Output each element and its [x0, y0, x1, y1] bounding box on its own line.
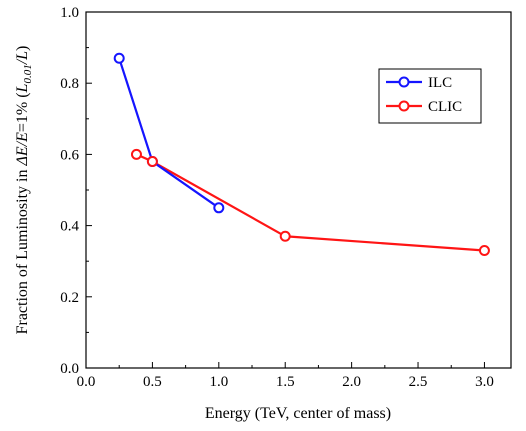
y-axis-label-over-l: /L: [14, 51, 31, 65]
x-tick-label: 0.5: [143, 374, 162, 390]
clic-data-point: [130, 148, 142, 160]
ilc-data-point: [113, 52, 125, 64]
legend-ilc-marker: [398, 76, 410, 88]
legend-box: [378, 68, 482, 124]
x-tick-label: 1.5: [276, 374, 295, 390]
clic-series-line: [136, 153, 485, 252]
y-axis-label-l: L: [14, 83, 31, 93]
legend-clic-marker: [398, 100, 410, 112]
clic-data-point: [279, 230, 291, 242]
y-axis-label-suffix: ): [14, 46, 31, 51]
plot-frame: [85, 11, 512, 369]
axis-ticks: 0.0 0.5 1.0 1.5 2.0 2.5 3.0 0.0 0.2 0.4 0.6 0.8 1.0: [60, 5, 494, 390]
x-tick-label: 0.0: [77, 374, 96, 390]
clic-data-point: [478, 245, 490, 257]
y-tick-label: 0.8: [60, 76, 79, 92]
y-axis-label-subscript: 0.01: [22, 64, 34, 83]
x-tick-label: 3.0: [475, 374, 494, 390]
y-axis-label-mid: =1% (: [14, 92, 31, 132]
ilc-series-line: [118, 57, 220, 209]
series-layer: [113, 52, 490, 257]
y-tick-label: 0.0: [60, 361, 79, 377]
x-tick-label: 1.0: [209, 374, 228, 390]
legend-clic-label: CLIC: [428, 99, 462, 115]
x-axis-label: Energy (TeV, center of mass): [205, 405, 391, 422]
y-tick-label: 0.6: [60, 147, 79, 163]
y-axis-label: Fraction of Luminosity in ΔE/E=1% (L0.01…: [14, 46, 34, 335]
legend-ilc-label: ILC: [428, 75, 452, 91]
clic-data-point: [146, 156, 158, 168]
y-tick-label: 0.2: [60, 290, 79, 306]
ilc-data-point: [213, 202, 225, 214]
x-tick-label: 2.0: [342, 374, 361, 390]
y-tick-label: 0.4: [60, 219, 79, 235]
y-tick-label: 1.0: [60, 5, 79, 21]
y-axis-label-delta: ΔE/E: [14, 132, 31, 167]
x-tick-label: 2.5: [409, 374, 428, 390]
legend: ILC CLIC: [378, 68, 482, 124]
y-axis-label-prefix: Fraction of Luminosity in: [14, 166, 31, 335]
